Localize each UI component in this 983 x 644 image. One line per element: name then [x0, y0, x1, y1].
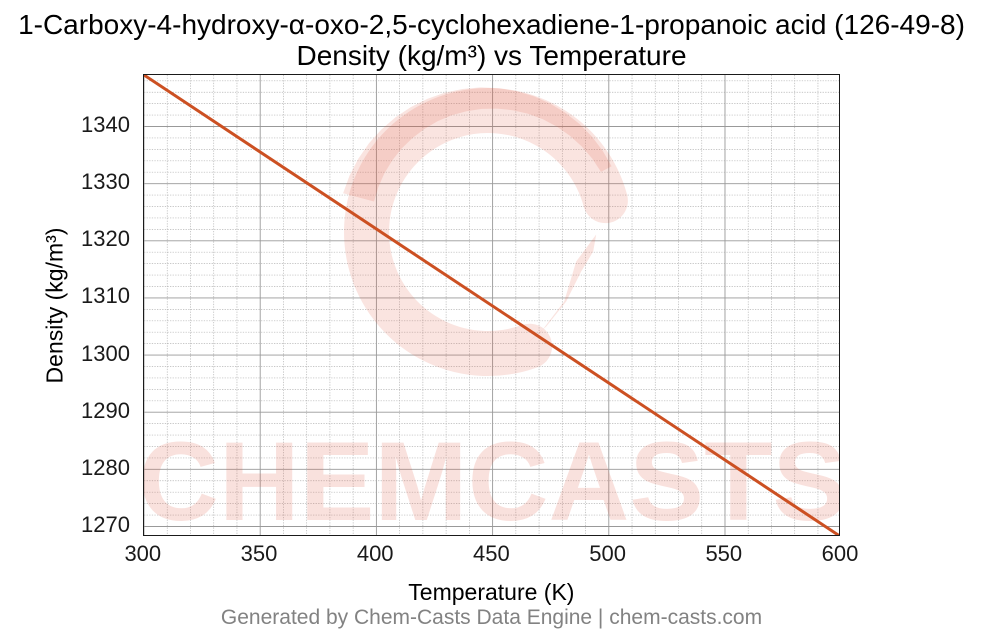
svg-text:CHEMCASTS: CHEMCASTS [143, 418, 840, 535]
